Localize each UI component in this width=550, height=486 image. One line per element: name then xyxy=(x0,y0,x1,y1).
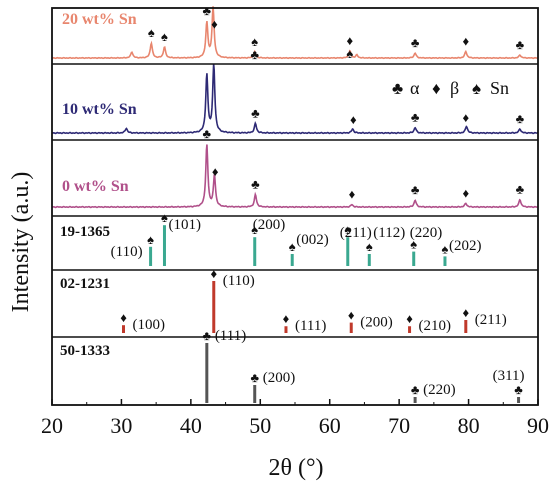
ref-marker-2-3: ♣ xyxy=(514,382,523,397)
ref-hkl-label-0-7: (202) xyxy=(449,238,482,254)
ref-marker-2-1: ♣ xyxy=(250,370,259,385)
peak-marker-1-1: ♦ xyxy=(350,112,357,127)
x-tick-label-6: 80 xyxy=(458,413,480,438)
ref-marker-0-3: ♠ xyxy=(289,239,296,254)
x-axis-label: 2θ (°) xyxy=(268,455,323,481)
ref-hkl-label-2-0: (111) xyxy=(215,328,246,344)
x-tick-label-0: 20 xyxy=(41,413,63,438)
series-label-1: 10 wt% Sn xyxy=(62,101,137,118)
peak-marker-1-2: ♣ xyxy=(411,110,420,125)
ref-hkl-label-1-2: (111) xyxy=(295,318,326,334)
ref-panel-name-0: 19-1365 xyxy=(60,224,110,240)
ref-hkl-label-0-4: (211) xyxy=(340,225,372,241)
pattern-line-0 xyxy=(51,6,539,60)
peak-marker-2-3: ♦ xyxy=(349,187,356,202)
legend-symbol-0: ♣ xyxy=(392,79,403,98)
ref-hkl-label-2-1: (200) xyxy=(263,370,296,386)
x-tick-label-3: 50 xyxy=(249,413,271,438)
peak-marker-0-4: ♠ xyxy=(251,34,258,49)
x-tick-label-4: 60 xyxy=(319,413,341,438)
ref-marker-0-0: ♠ xyxy=(147,232,154,247)
ref-marker-0-6: ♠ xyxy=(410,237,417,252)
ref-panel-name-2: 50-1333 xyxy=(60,343,110,359)
ref-hkl-label-1-5: (211) xyxy=(475,312,507,328)
ref-marker-1-2: ♦ xyxy=(283,311,290,326)
peak-marker-0-0: ♠ xyxy=(148,25,155,40)
peak-marker-0-8: ♣ xyxy=(411,35,420,50)
ref-hkl-label-1-3: (200) xyxy=(360,315,393,331)
series-label-0: 20 wt% Sn xyxy=(62,11,137,28)
peak-marker-1-3: ♦ xyxy=(462,110,469,125)
ref-marker-0-7: ♠ xyxy=(442,241,449,256)
peak-marker-2-1: ♦ xyxy=(212,164,219,179)
peak-marker-0-2: ♣ xyxy=(203,3,212,18)
x-tick-label-5: 70 xyxy=(388,413,410,438)
peak-marker-0-3: ♦ xyxy=(211,17,218,32)
ref-marker-1-1: ♦ xyxy=(210,266,217,281)
peak-marker-2-2: ♣ xyxy=(251,177,260,192)
ref-marker-1-5: ♦ xyxy=(462,305,469,320)
x-tick-label-2: 40 xyxy=(180,413,202,438)
ref-marker-2-0: ♣ xyxy=(203,328,212,343)
ref-hkl-label-1-0: (100) xyxy=(133,317,166,333)
pattern-line-1 xyxy=(51,63,539,135)
panels-layer: 20 wt% Sn♠ ♠♣♦♠♣♦♠♣ ♦ ♣10 wt% Sn ♣ ♦ ♣ ♦ ♣0 wt% … xyxy=(51,3,539,403)
peak-marker-1-0: ♣ xyxy=(251,105,260,120)
ref-marker-1-0: ♦ xyxy=(120,310,127,325)
legend-symbol-1: ♦ xyxy=(432,79,441,98)
ref-hkl-label-0-6: (220) xyxy=(410,225,443,241)
peak-marker-0-5: ♣ xyxy=(250,47,259,62)
peak-marker-2-6: ♣ xyxy=(516,182,525,197)
ref-marker-1-4: ♦ xyxy=(406,311,413,326)
ref-hkl-label-0-0: (110) xyxy=(111,244,143,260)
ref-hkl-label-0-5: (112) xyxy=(373,225,405,241)
legend-symbol-2: ♠ xyxy=(472,79,481,98)
ref-marker-1-3: ♦ xyxy=(348,308,355,323)
ref-panel-name-1: 02-1231 xyxy=(60,276,110,292)
ref-marker-0-4: ♠ xyxy=(344,222,351,237)
pattern-line-2 xyxy=(51,144,539,209)
ref-hkl-label-2-2: (220) xyxy=(423,382,456,398)
ref-hkl-label-0-1: (101) xyxy=(168,217,201,233)
peak-marker-2-5: ♦ xyxy=(462,185,469,200)
peak-marker-2-4: ♣ xyxy=(411,182,420,197)
peak-marker-0-6: ♦ xyxy=(347,33,354,48)
ref-marker-0-5: ♠ xyxy=(366,239,373,254)
ref-marker-0-1: ♠ xyxy=(161,210,168,225)
peak-marker-1-4: ♣ xyxy=(516,111,525,126)
y-axis-label: Intensity (a.u.) xyxy=(8,172,34,313)
x-tick-label-1: 30 xyxy=(110,413,132,438)
peak-marker-2-0: ♣ xyxy=(203,126,212,141)
ref-marker-0-2: ♠ xyxy=(251,222,258,237)
series-label-2: 0 wt% Sn xyxy=(62,178,129,195)
ref-hkl-label-2-3: (311) xyxy=(493,368,525,384)
ref-hkl-label-1-4: (210) xyxy=(419,318,452,334)
ref-hkl-label-1-1: (110) xyxy=(223,273,255,289)
legend-label-0: α xyxy=(410,78,420,98)
x-tick-label-7: 90 xyxy=(527,413,549,438)
peak-marker-0-10: ♣ xyxy=(516,37,525,52)
ref-marker-2-2: ♣ xyxy=(411,382,420,397)
x-axis-ticks: 20 30 40 50 60 70 80 90 xyxy=(41,399,549,438)
peak-marker-0-1: ♠ xyxy=(161,29,168,44)
ref-hkl-label-0-3: (002) xyxy=(296,232,329,248)
legend: ♣ α ♦ β ♠ Sn xyxy=(392,78,509,98)
legend-label-1: β xyxy=(450,78,459,98)
peak-marker-0-9: ♦ xyxy=(462,33,469,48)
legend-label-2: Sn xyxy=(490,78,509,98)
peak-marker-0-7: ♠ xyxy=(346,46,353,61)
ref-hkl-label-0-2: (200) xyxy=(253,217,286,233)
